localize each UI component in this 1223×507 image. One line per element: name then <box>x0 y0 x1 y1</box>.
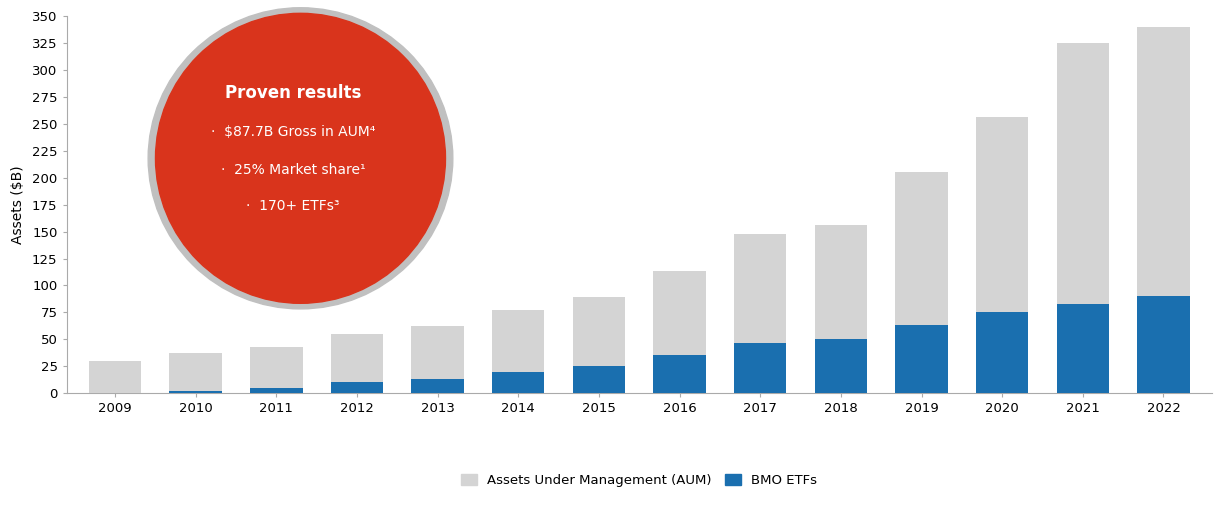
Text: Proven results: Proven results <box>225 84 362 102</box>
Bar <box>249 388 302 393</box>
Ellipse shape <box>148 8 453 309</box>
Bar <box>411 379 464 393</box>
Bar <box>1057 43 1109 304</box>
Bar <box>815 339 867 393</box>
Bar <box>815 225 867 339</box>
Legend: Assets Under Management (AUM), BMO ETFs: Assets Under Management (AUM), BMO ETFs <box>456 468 823 492</box>
Text: ·  25% Market share¹: · 25% Market share¹ <box>221 163 366 177</box>
Bar <box>653 355 706 393</box>
Bar <box>895 325 948 393</box>
Bar <box>492 310 544 372</box>
Bar <box>734 234 786 343</box>
Bar <box>572 297 625 366</box>
Bar <box>1137 296 1190 393</box>
Bar <box>89 361 141 393</box>
Bar <box>653 271 706 355</box>
Bar <box>170 391 221 393</box>
Bar <box>492 372 544 393</box>
Bar <box>976 312 1029 393</box>
Bar <box>976 118 1029 312</box>
Text: ·  $87.7B Gross in AUM⁴: · $87.7B Gross in AUM⁴ <box>212 125 375 139</box>
Bar <box>572 366 625 393</box>
Bar <box>170 353 221 391</box>
Bar <box>411 327 464 379</box>
Bar <box>249 347 302 388</box>
Bar <box>330 382 383 393</box>
Bar <box>1137 27 1190 296</box>
Bar <box>1057 304 1109 393</box>
Bar <box>330 334 383 382</box>
Text: ·  170+ ETFs³: · 170+ ETFs³ <box>247 199 340 213</box>
Y-axis label: Assets ($B): Assets ($B) <box>11 165 26 244</box>
Bar <box>895 172 948 325</box>
Bar <box>734 343 786 393</box>
Ellipse shape <box>155 13 445 303</box>
